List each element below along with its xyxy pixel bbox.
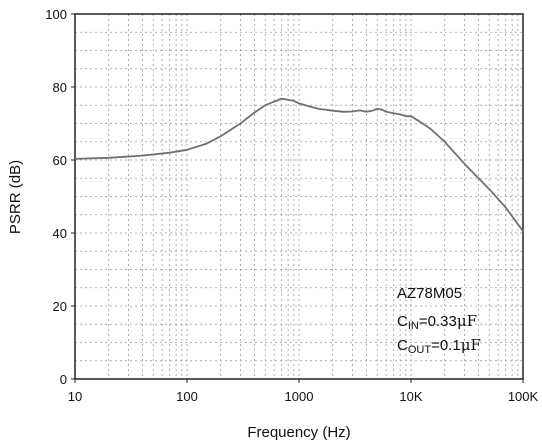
psrr-series-line [74, 97, 524, 232]
cout-mu: μ [461, 336, 471, 354]
x-tick-label: 10K [399, 389, 422, 404]
y-tick-label: 60 [53, 153, 67, 168]
annotation-box: AZ78M05 CIN=0.33μF COUT=0.1μF [397, 285, 481, 356]
cin-main: C [397, 313, 408, 330]
cin-value: =0.33 [419, 313, 457, 330]
x-tick-labels: 10 100 1000 10K 100K [68, 389, 539, 404]
cin-label: CIN=0.33μF [397, 312, 477, 332]
x-axis-title: Frequency (Hz) [247, 424, 350, 441]
cout-subscript: OUT [408, 344, 432, 356]
cin-subscript: IN [408, 320, 419, 332]
cin-unit: F [467, 312, 477, 330]
tick-marks [71, 13, 524, 383]
y-tick-label: 100 [45, 7, 67, 22]
y-axis-title: PSRR (dB) [7, 160, 24, 234]
y-tick-label: 20 [53, 299, 67, 314]
y-tick-labels: 0 20 40 60 80 100 [45, 7, 67, 387]
x-tick-label: 10 [68, 389, 82, 404]
grid [75, 14, 523, 379]
cout-value: =0.1 [431, 337, 461, 354]
series-layer [74, 97, 524, 232]
y-tick-label: 40 [53, 226, 67, 241]
y-tick-label: 0 [60, 372, 67, 387]
x-tick-label: 1000 [285, 389, 314, 404]
y-tick-label: 80 [53, 80, 67, 95]
device-label: AZ78M05 [397, 285, 462, 302]
cout-main: C [397, 337, 408, 354]
x-tick-label: 100 [176, 389, 198, 404]
x-tick-label: 100K [508, 389, 539, 404]
cin-mu: μ [457, 312, 467, 330]
cout-unit: F [470, 336, 480, 354]
cout-label: COUT=0.1μF [397, 336, 481, 356]
